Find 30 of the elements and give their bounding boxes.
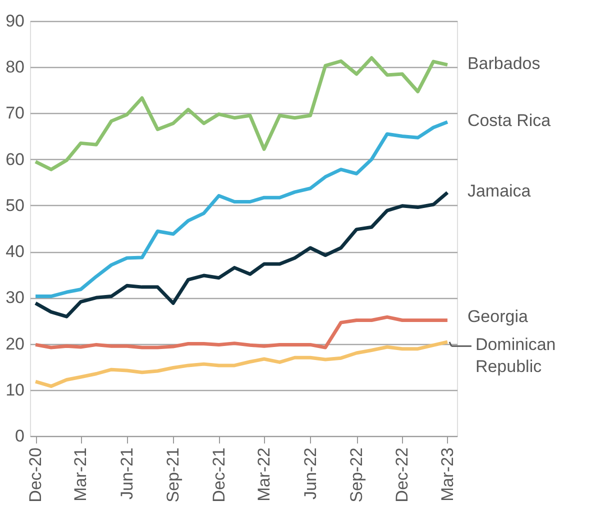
y-tick-label: 0 bbox=[15, 426, 24, 446]
line-series bbox=[34, 56, 450, 172]
x-tick-label: Jun-21 bbox=[117, 448, 136, 500]
y-tick-label: 70 bbox=[6, 104, 24, 123]
y-tick-label: 40 bbox=[6, 242, 24, 262]
line-series bbox=[34, 120, 450, 298]
series-label: Costa Rica bbox=[467, 110, 552, 130]
y-tick-label: 60 bbox=[6, 150, 24, 169]
line-series bbox=[34, 315, 450, 350]
line-series bbox=[34, 340, 450, 388]
x-tick-label: Dec-20 bbox=[26, 448, 46, 502]
x-tick-label: Jun-22 bbox=[300, 448, 320, 500]
y-tick-label: 80 bbox=[6, 58, 24, 77]
series-label: Jamaica bbox=[467, 182, 532, 201]
x-tick-label: Mar-21 bbox=[71, 448, 90, 502]
y-tick-label: 90 bbox=[6, 12, 24, 30]
series-label: Georgia bbox=[467, 307, 528, 326]
y-tick-label: 20 bbox=[6, 334, 24, 354]
series-label: Dominican Republic bbox=[475, 335, 556, 376]
y-tick-label: 10 bbox=[6, 380, 24, 400]
line-series bbox=[34, 190, 450, 318]
x-tick-label: Dec-21 bbox=[209, 448, 228, 502]
x-tick-label: Mar-23 bbox=[438, 448, 457, 502]
x-tick-label: Sep-22 bbox=[347, 448, 366, 502]
x-tick-label: Mar-22 bbox=[254, 448, 274, 502]
y-tick-label: 50 bbox=[6, 196, 24, 215]
x-tick-label: Dec-22 bbox=[392, 448, 412, 502]
y-tick-label: 30 bbox=[6, 288, 24, 308]
series-label: Barbados bbox=[467, 54, 540, 73]
x-tick-label: Sep-21 bbox=[164, 448, 183, 502]
